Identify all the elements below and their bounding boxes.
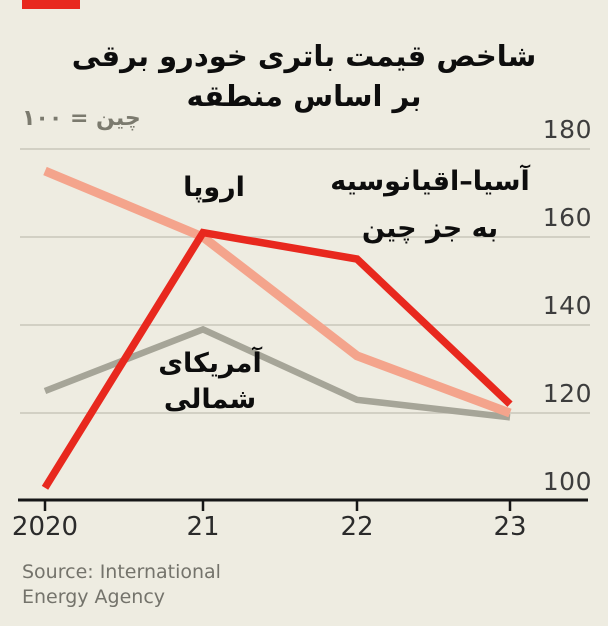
series-line-2	[41, 228, 513, 490]
series-label-asia-line1: آسیا–اقیانوسیه	[330, 166, 530, 197]
x-tick-label-21: 21	[186, 512, 220, 542]
source-line1: Source: International	[22, 561, 221, 583]
series-label-na-line1: آمریکای	[158, 348, 262, 379]
brand-tab	[22, 0, 80, 9]
x-tick-label-2020: 2020	[11, 512, 79, 542]
source-credit: Source: International Energy Agency	[22, 560, 221, 610]
series-label-na-line2: شمالی	[163, 384, 257, 415]
series-label-europe: اروپا	[183, 172, 245, 203]
series-label-asia-oceania: آسیا–اقیانوسیه به جز چین	[328, 158, 532, 252]
source-line2: Energy Agency	[22, 586, 166, 608]
y-tick-label-100: 100	[542, 467, 592, 496]
chart-title-line2: بر اساس منطقه	[186, 79, 422, 113]
chart-note-index-base: چین = ۱۰۰	[22, 106, 141, 131]
x-tick-label-23: 23	[493, 512, 527, 542]
x-tick-label-22: 22	[340, 512, 374, 542]
series-label-asia-line2: به جز چین	[361, 213, 499, 244]
y-tick-label-140: 140	[542, 291, 592, 320]
y-tick-label-120: 120	[542, 379, 592, 408]
y-tick-label-180: 180	[542, 115, 592, 144]
chart-title: شاخص قیمت باتری خودرو برقی بر اساس منطقه	[0, 36, 608, 116]
chart-title-line1: شاخص قیمت باتری خودرو برقی	[71, 39, 537, 73]
series-label-north-america: آمریکای شمالی	[146, 346, 274, 418]
y-tick-label-160: 160	[542, 203, 592, 232]
series-line-1	[43, 166, 512, 418]
